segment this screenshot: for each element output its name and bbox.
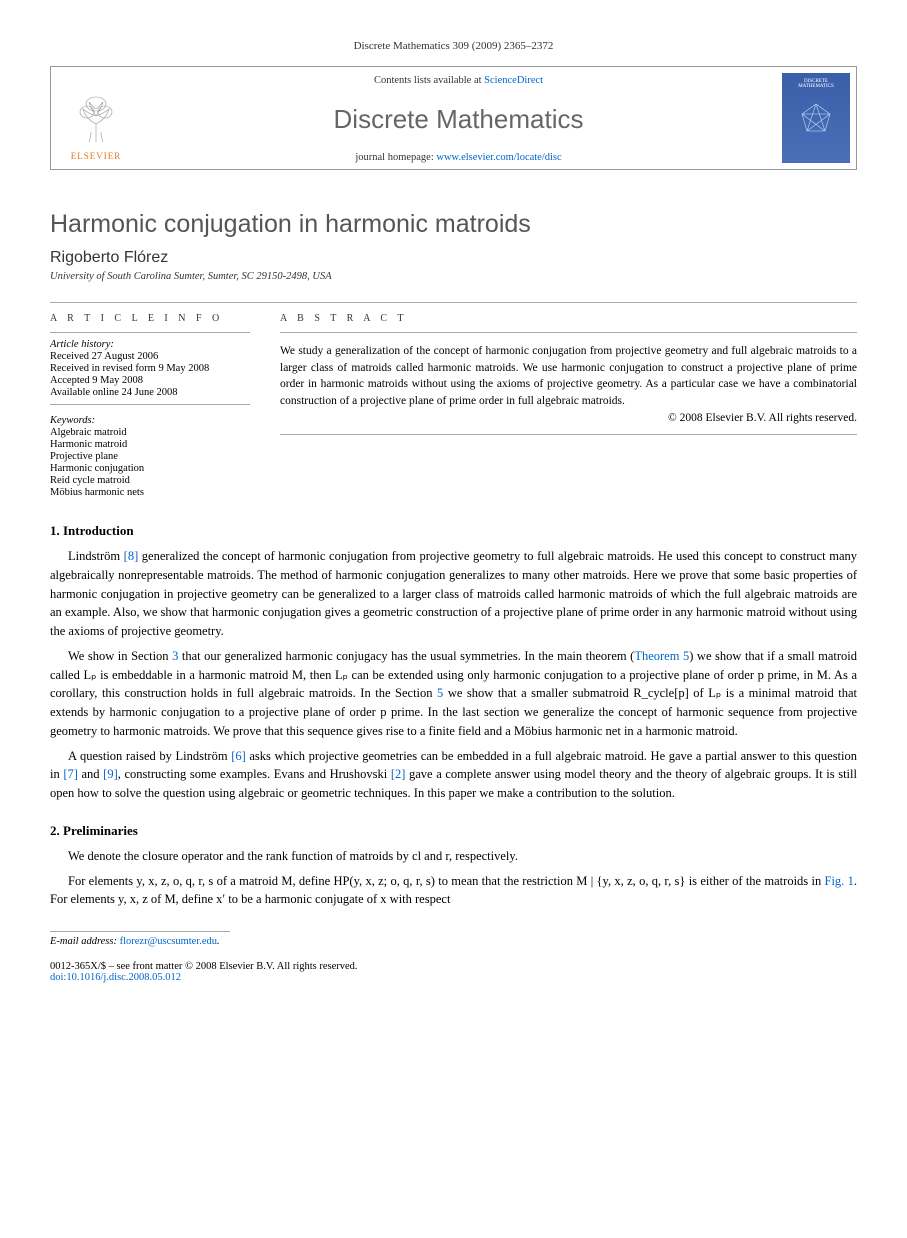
author-name: Rigoberto Flórez <box>50 249 857 267</box>
keyword: Harmonic matroid <box>50 439 250 450</box>
figure-ref-link[interactable]: Fig. 1 <box>825 874 854 888</box>
doi-label: doi: <box>50 972 66 983</box>
citation-link[interactable]: [7] <box>63 767 78 781</box>
text: A question raised by Lindström <box>68 749 231 763</box>
prelim-paragraph-1: We denote the closure operator and the r… <box>50 847 857 866</box>
text: generalized the concept of harmonic conj… <box>50 549 857 638</box>
intro-paragraph-1: Lindström [8] generalized the concept of… <box>50 547 857 641</box>
text: Lindström <box>68 549 124 563</box>
text: and <box>78 767 103 781</box>
contents-prefix: Contents lists available at <box>374 75 484 86</box>
info-abstract-row: A R T I C L E I N F O Article history: R… <box>50 313 857 499</box>
homepage-line: journal homepage: www.elsevier.com/locat… <box>151 152 766 163</box>
info-rule-2 <box>50 404 250 405</box>
cover-line2: MATHEMATICS <box>798 84 834 89</box>
text: We show in Section <box>68 649 172 663</box>
email-label: E-mail address: <box>50 936 120 947</box>
citation-link[interactable]: [8] <box>124 549 139 563</box>
abstract-text: We study a generalization of the concept… <box>280 343 857 410</box>
intro-paragraph-3: A question raised by Lindström [6] asks … <box>50 747 857 803</box>
keyword: Harmonic conjugation <box>50 463 250 474</box>
section-heading-intro: 1. Introduction <box>50 523 857 539</box>
keyword: Reid cycle matroid <box>50 475 250 486</box>
journal-cover-thumb: DISCRETE MATHEMATICS <box>782 73 850 163</box>
citation-link[interactable]: [6] <box>231 749 246 763</box>
abstract-label: A B S T R A C T <box>280 313 857 324</box>
front-matter-line: 0012-365X/$ – see front matter © 2008 El… <box>50 961 857 972</box>
email-line: E-mail address: florezr@uscsumter.edu. <box>50 936 857 947</box>
abstract-rule-bottom <box>280 434 857 435</box>
keyword: Algebraic matroid <box>50 427 250 438</box>
history-line: Received 27 August 2006 <box>50 351 250 362</box>
publisher-name: ELSEVIER <box>71 151 122 161</box>
abstract-column: A B S T R A C T We study a generalizatio… <box>280 313 857 499</box>
text: , constructing some examples. Evans and … <box>118 767 391 781</box>
elsevier-tree-icon <box>66 89 126 149</box>
homepage-link[interactable]: www.elsevier.com/locate/disc <box>436 152 561 163</box>
sciencedirect-link[interactable]: ScienceDirect <box>484 75 543 86</box>
author-affiliation: University of South Carolina Sumter, Sum… <box>50 271 857 282</box>
article-info-column: A R T I C L E I N F O Article history: R… <box>50 313 250 499</box>
abstract-rule <box>280 332 857 333</box>
prelim-paragraph-2: For elements y, x, z, o, q, r, s of a ma… <box>50 872 857 910</box>
theorem-ref-link[interactable]: Theorem 5 <box>634 649 689 663</box>
article-info-label: A R T I C L E I N F O <box>50 313 250 324</box>
email-link[interactable]: florezr@uscsumter.edu <box>120 936 217 947</box>
homepage-prefix: journal homepage: <box>355 152 436 163</box>
history-line: Available online 24 June 2008 <box>50 387 250 398</box>
article-title: Harmonic conjugation in harmonic matroid… <box>50 210 857 239</box>
text: that our generalized harmonic conjugacy … <box>178 649 634 663</box>
intro-paragraph-2: We show in Section 3 that our generalize… <box>50 647 857 741</box>
cover-thumbnail-block: DISCRETE MATHEMATICS <box>776 67 856 169</box>
front-matter-block: 0012-365X/$ – see front matter © 2008 El… <box>50 961 857 983</box>
history-label: Article history: <box>50 339 250 350</box>
journal-banner: ELSEVIER Contents lists available at Sci… <box>50 66 857 170</box>
running-header: Discrete Mathematics 309 (2009) 2365–237… <box>50 40 857 52</box>
email-suffix: . <box>217 936 220 947</box>
footnote-rule <box>50 931 230 932</box>
abstract-copyright: © 2008 Elsevier B.V. All rights reserved… <box>280 412 857 424</box>
history-line: Accepted 9 May 2008 <box>50 375 250 386</box>
citation-link[interactable]: [9] <box>103 767 118 781</box>
publisher-logo-block: ELSEVIER <box>51 67 141 169</box>
doi-link[interactable]: 10.1016/j.disc.2008.05.012 <box>66 972 181 983</box>
keyword: Projective plane <box>50 451 250 462</box>
journal-title: Discrete Mathematics <box>151 104 766 135</box>
text: For elements y, x, z, o, q, r, s of a ma… <box>68 874 825 888</box>
section-heading-prelim: 2. Preliminaries <box>50 823 857 839</box>
contents-available-line: Contents lists available at ScienceDirec… <box>151 75 766 86</box>
history-line: Received in revised form 9 May 2008 <box>50 363 250 374</box>
doi-line: doi:10.1016/j.disc.2008.05.012 <box>50 972 857 983</box>
keywords-label: Keywords: <box>50 415 250 426</box>
rule-top <box>50 302 857 303</box>
keyword: Möbius harmonic nets <box>50 487 250 498</box>
info-rule-1 <box>50 332 250 333</box>
citation-link[interactable]: [2] <box>391 767 406 781</box>
banner-center: Contents lists available at ScienceDirec… <box>141 67 776 169</box>
